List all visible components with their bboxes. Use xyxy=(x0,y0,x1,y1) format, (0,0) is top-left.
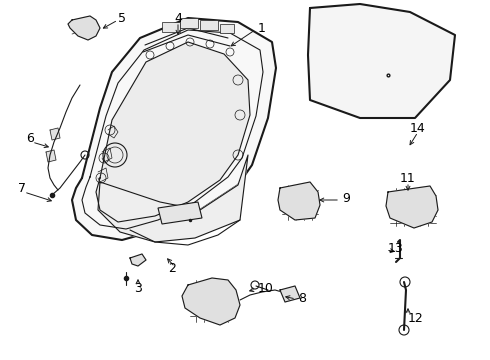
Text: 9: 9 xyxy=(342,192,350,204)
Polygon shape xyxy=(96,42,250,222)
Text: 10: 10 xyxy=(258,282,274,294)
Bar xyxy=(162,22,180,32)
Bar xyxy=(180,18,198,28)
Text: 2: 2 xyxy=(168,261,176,274)
Bar xyxy=(220,24,234,33)
Polygon shape xyxy=(130,254,146,266)
Polygon shape xyxy=(308,4,455,118)
Text: 12: 12 xyxy=(408,311,424,324)
Text: 13: 13 xyxy=(388,242,404,255)
Polygon shape xyxy=(68,16,100,40)
Polygon shape xyxy=(72,18,276,240)
Polygon shape xyxy=(280,286,300,302)
Text: 5: 5 xyxy=(118,12,126,24)
Polygon shape xyxy=(278,182,320,220)
Bar xyxy=(200,20,218,30)
Polygon shape xyxy=(46,150,56,162)
Polygon shape xyxy=(50,128,60,140)
Text: 1: 1 xyxy=(258,22,266,35)
Polygon shape xyxy=(386,186,438,228)
Polygon shape xyxy=(98,155,248,242)
Text: 6: 6 xyxy=(26,131,34,144)
Polygon shape xyxy=(182,278,240,325)
Text: 3: 3 xyxy=(134,282,142,294)
Polygon shape xyxy=(158,202,202,224)
Text: 7: 7 xyxy=(18,181,26,194)
Text: 8: 8 xyxy=(298,292,306,305)
Text: 11: 11 xyxy=(400,171,416,184)
Text: 14: 14 xyxy=(410,122,426,135)
Text: 4: 4 xyxy=(174,12,182,24)
